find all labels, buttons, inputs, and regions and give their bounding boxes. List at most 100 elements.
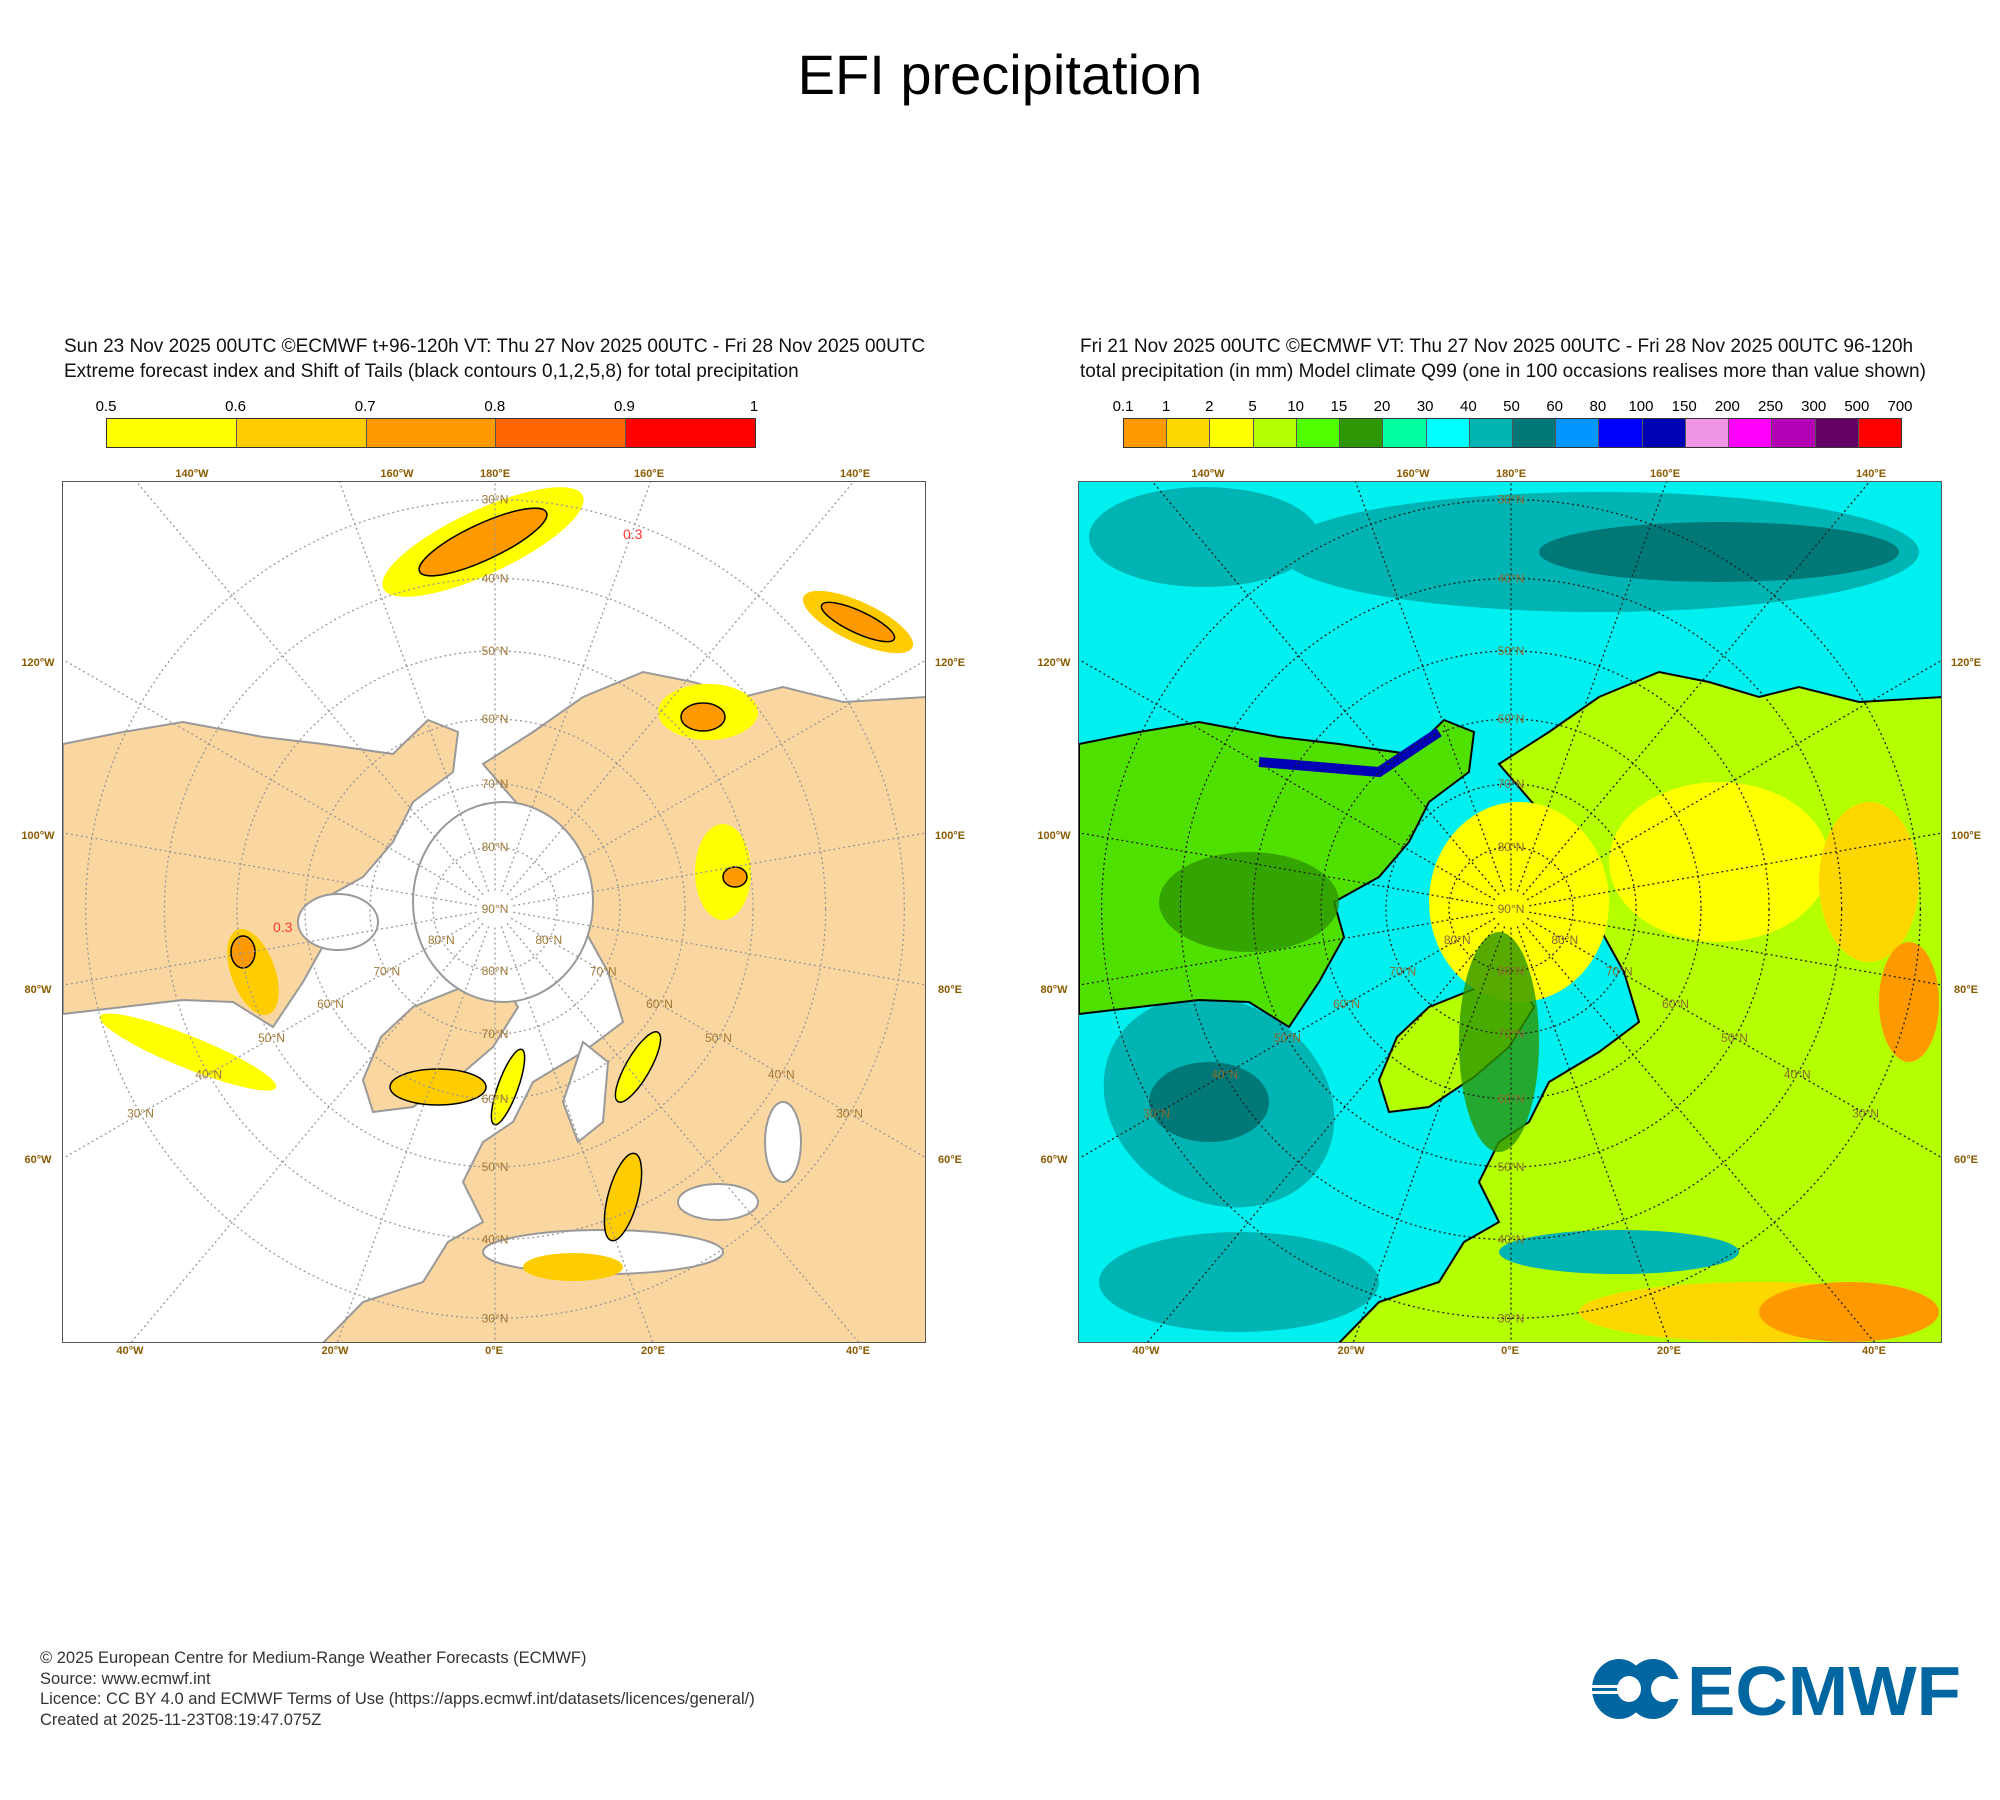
latitude-label: 50°N [1721,1031,1748,1045]
dark-green-area [1459,932,1539,1152]
meridian-line [1079,659,1496,901]
efi-colorbar-swatch [626,419,755,447]
heavy-coast-band [1258,727,1442,778]
longitude-label: 160°W [1396,468,1430,480]
orange-area [1819,802,1919,962]
meridian-line [510,659,925,901]
efi-area-siberia [695,824,751,920]
right-panel-header: Fri 21 Nov 2025 00UTC ©ECMWF VT: Thu 27 … [1080,334,1926,384]
meridian-line [513,911,925,986]
latitude-label: 80°N [1498,964,1525,978]
longitude-label: 80°E [1954,984,1978,996]
latitude-label: 60°N [1662,997,1689,1011]
latitude-label: 80°N [1498,840,1525,854]
longitude-label: 140°E [1855,468,1887,480]
precip-colorbar-swatch [1729,419,1773,447]
precip-colorbar-swatch [1858,419,1901,447]
longitude-label: 120°E [1950,657,1982,669]
precip-colorbar-label: 30 [1416,398,1434,415]
hudson-bay [297,893,379,951]
efi-map[interactable]: 90°N 80°N 70°N 60°N 50°N 40°N 30°N 80°N 70°N 60°N… [62,481,926,1343]
precip-colorbar-swatch [1167,419,1211,447]
efi-colorbar-label: 0.7 [354,398,376,415]
latitude-label: 70°N [373,965,400,979]
meridian-line [63,832,477,907]
efi-colorbar-swatch [366,419,497,447]
latitude-label: 50°N [1498,1160,1525,1174]
dark-green-area [1159,852,1339,952]
latitude-label: 80°N [1444,933,1471,947]
latitude-label: 60°N [482,1092,509,1106]
latitude-label: 50°N [705,1031,732,1045]
efi-area-norway [490,1048,526,1126]
efi-area-pacific-core [418,507,548,577]
latitude-label: 40°N [482,1233,509,1247]
longitude-label: 60°W [1040,1154,1068,1166]
precip-colorbar-swatch [1340,419,1384,447]
ecmwf-logo[interactable]: ECMWF [1591,1652,1963,1730]
latitude-label: 40°N [195,1067,222,1081]
efi-area-pacific-east-core [820,601,896,643]
ecmwf-logo-icon: ECMWF [1591,1652,1961,1730]
left-colorbar-labels: 0.5 0.6 0.7 0.8 0.9 1 [96,398,759,416]
latitude-label: 70°N [482,777,509,791]
latitude-label: 70°N [482,1027,509,1041]
meridian-line [1526,917,1941,1159]
longitude-label: 0°E [485,1345,503,1357]
efi-colorbar-label: 0.9 [613,398,635,415]
precipitation-map-canvas: 90°N 80°N 70°N 60°N 50°N 40°N 30°N 80°N 70°N 60°N… [1079,482,1941,1342]
meridian-line [63,911,477,986]
longitude-label: 20°W [1337,1345,1365,1357]
efi-area-siberia-core [722,866,748,888]
latitude-label: 70°N [1498,777,1525,791]
efi-colorbar-swatch [236,419,367,447]
precip-colorbar-label: 2 [1205,398,1214,415]
precip-colorbar-swatch [1469,419,1513,447]
precip-colorbar-label: 50 [1503,398,1520,415]
latitude-label: 30°N [1852,1107,1879,1121]
caspian-sea [764,1101,802,1183]
longitude-label: 140°W [1191,468,1225,480]
left-header-line1: Sun 23 Nov 2025 00UTC ©ECMWF t+96-120h V… [64,336,926,357]
ocean-very-high [1149,522,1899,1142]
latitude-circle [432,846,558,972]
precip-colorbar-label: 200 [1714,398,1740,415]
copyright: © 2025 European Centre for Medium-Range … [40,1649,587,1667]
precip-colorbar-swatch [1124,419,1168,447]
latitude-label: 50°N [482,644,509,658]
latitude-label: 50°N [258,1031,285,1045]
meridian-line [1516,926,1670,1342]
latitude-label: 60°N [646,997,673,1011]
longitude-label: 100°W [21,830,55,842]
meridian-line [510,917,925,1159]
precipitation-climate-map[interactable]: 90°N 80°N 70°N 60°N 50°N 40°N 30°N 80°N 70°N 60°N… [1078,481,1942,1343]
latitude-circle [1179,577,1843,1241]
meridian-line [130,922,484,1342]
longitude-label: 120°W [21,657,55,669]
efi-map-canvas: 90°N 80°N 70°N 60°N 50°N 40°N 30°N 80°N 70°N 60°N… [63,482,925,1342]
meridian-line [1522,922,1876,1342]
longitude-label: 100°E [1950,830,1982,842]
longitude-label: 80°W [1040,984,1068,996]
meridian-line [1079,832,1493,907]
precip-colorbar-label: 500 [1844,398,1870,415]
latitude-label: 80°N [428,933,455,947]
latitude-label: 70°N [1498,1027,1525,1041]
meridian-line [63,917,480,1159]
latitude-label: 40°N [768,1067,795,1081]
longitude-label: 20°E [641,1345,665,1357]
latitude-label: 80°N [482,840,509,854]
meridian-line [1352,926,1506,1342]
precip-colorbar-label: 0.1 [1112,398,1134,415]
longitude-label: 80°W [24,984,52,996]
efi-contour-label: 0.3 [623,526,643,542]
precip-colorbar-label: 250 [1757,398,1784,415]
longitude-label: 40°E [846,1345,870,1357]
efi-area-iceland [389,1068,487,1106]
latitude-label: 30°N [482,493,509,507]
precip-colorbar-swatch [1426,419,1470,447]
latitude-label: 70°N [590,965,617,979]
latitude-label: 30°N [836,1107,863,1121]
orange-area [1759,1282,1939,1342]
precip-colorbar-swatch [1512,419,1557,447]
